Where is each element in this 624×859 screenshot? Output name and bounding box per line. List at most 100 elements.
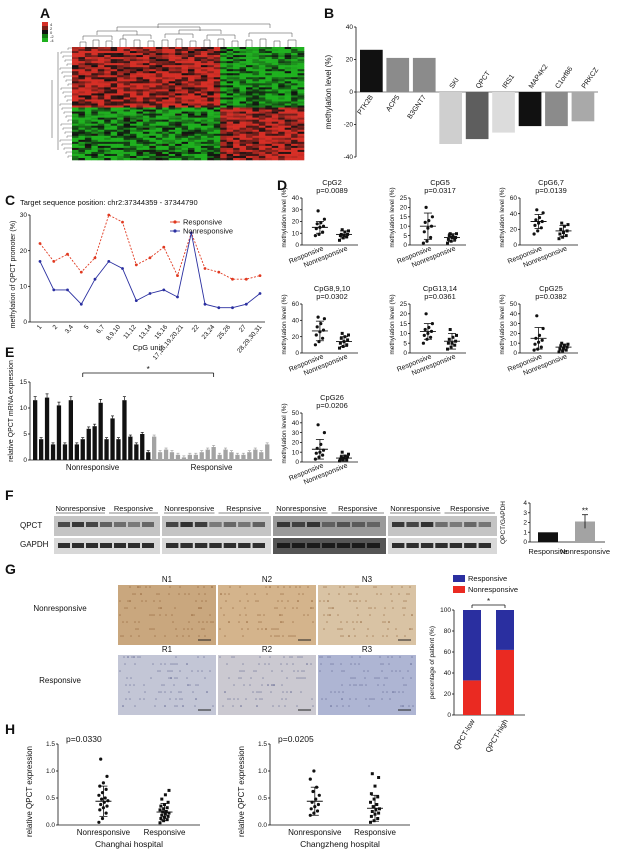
heatmap-cell: [175, 121, 182, 124]
heatmap-cell: [168, 155, 176, 159]
heatmap-cell: [149, 147, 157, 151]
heatmap-cell: [188, 55, 195, 58]
heatmap-cell: [297, 133, 305, 137]
g-image-texture: [124, 607, 126, 609]
heatmap-cell: [72, 139, 79, 143]
f-blot-header: Nonresponsive: [390, 504, 440, 513]
c-point-Responsive: [134, 263, 138, 267]
heatmap-cell: [123, 59, 131, 62]
heatmap-cell: [175, 135, 182, 139]
heatmap-cell: [239, 107, 247, 110]
f-x-tick-label: Responsive: [528, 547, 567, 556]
heatmap-cell: [284, 83, 292, 86]
h-point-Nonresponsive: [309, 807, 313, 811]
g-image-texture: [353, 600, 355, 602]
heatmap-cell: [84, 105, 92, 108]
h-point-Responsive: [376, 817, 380, 820]
heatmap-cell: [104, 107, 111, 110]
g-image-texture: [341, 698, 343, 700]
g-image-texture: [292, 607, 294, 609]
heatmap-cell: [278, 137, 285, 141]
heatmap-cell: [297, 139, 305, 143]
heatmap-cell: [104, 151, 111, 155]
heatmap-cell: [149, 75, 157, 78]
g-image-texture: [229, 698, 231, 700]
heatmap-cell: [149, 93, 157, 96]
heatmap-cell: [194, 151, 202, 155]
heatmap-cell: [91, 107, 99, 110]
heatmap-cell: [168, 53, 176, 56]
e-bar-responsive: [259, 452, 264, 460]
heatmap-cell: [226, 113, 234, 116]
heatmap-cell: [239, 81, 247, 84]
g-image-texture: [130, 635, 132, 637]
legend-swatch-high: [42, 22, 48, 26]
heatmap-cell: [226, 123, 234, 126]
heatmap-cell: [278, 123, 285, 126]
heatmap-cell: [226, 69, 234, 72]
heatmap-cell: [168, 153, 176, 157]
h-point-Nonresponsive: [101, 781, 105, 785]
heatmap-cell: [284, 157, 292, 161]
g-image-texture: [351, 656, 353, 658]
g-image-texture: [134, 593, 136, 595]
heatmap-cell: [207, 63, 215, 66]
heatmap-cell: [258, 121, 266, 124]
heatmap-cell: [252, 71, 260, 74]
heatmap-cell: [213, 77, 221, 80]
e-bar-nonresponsive: [116, 439, 121, 460]
heatmap-panel: 4 2 0 -2 -4: [42, 22, 305, 161]
heatmap-cell: [104, 155, 111, 159]
heatmap-cell: [97, 127, 105, 131]
heatmap-cell: [168, 107, 176, 110]
heatmap-cell: [233, 91, 240, 94]
heatmap-cell: [72, 129, 79, 133]
heatmap-cell: [194, 143, 202, 147]
c-point-Responsive: [121, 220, 124, 224]
heatmap-cell: [297, 121, 305, 124]
heatmap-cell: [142, 123, 150, 126]
g-image-texture: [156, 593, 158, 595]
heatmap-cell: [271, 49, 279, 52]
g-image-texture: [375, 586, 377, 588]
heatmap-cell: [200, 115, 208, 118]
heatmap-cell: [213, 97, 221, 100]
heatmap-cell: [271, 147, 279, 151]
e-bar-responsive: [193, 454, 198, 460]
g-image-texture: [383, 684, 385, 686]
heatmap-cell: [142, 47, 150, 50]
g-image-texture: [134, 705, 136, 707]
heatmap-cell: [149, 71, 157, 74]
heatmap-cell: [226, 157, 234, 161]
heatmap-cell: [213, 133, 221, 137]
heatmap-cell: [155, 79, 163, 82]
heatmap-cell: [181, 109, 189, 112]
heatmap-cell: [142, 51, 150, 54]
heatmap-cell: [271, 143, 279, 147]
g-image-texture: [281, 614, 283, 616]
heatmap-cell: [162, 77, 169, 80]
heatmap-cell: [130, 115, 137, 118]
heatmap-cell: [291, 63, 298, 66]
heatmap-cell: [258, 85, 266, 88]
legend-tick-0: 4: [50, 22, 53, 27]
d-y-tick-label: 30: [292, 430, 300, 437]
g-image-texture: [282, 621, 284, 623]
heatmap-cell: [136, 95, 144, 98]
heatmap-cell: [84, 87, 92, 90]
f-blot-header: Nonresponsive: [164, 504, 214, 513]
g-image-texture: [137, 656, 139, 658]
heatmap-cell: [168, 133, 176, 137]
heatmap-cell: [123, 93, 131, 96]
g-image-texture: [402, 607, 404, 609]
h-x-tick-label: Nonresponsive: [77, 828, 131, 837]
heatmap-cell: [97, 151, 105, 155]
heatmap-cell: [233, 63, 240, 66]
heatmap-cell: [168, 63, 176, 66]
heatmap-cell: [110, 143, 118, 147]
heatmap-cell: [175, 85, 182, 88]
heatmap-cell: [188, 75, 195, 78]
g-image-texture: [411, 628, 413, 630]
heatmap-cell: [258, 133, 266, 137]
